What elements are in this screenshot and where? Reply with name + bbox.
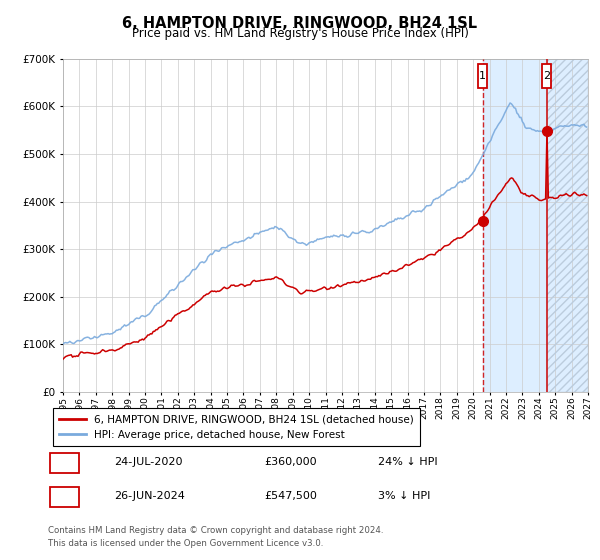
- FancyBboxPatch shape: [50, 487, 79, 507]
- FancyBboxPatch shape: [478, 64, 487, 88]
- Bar: [483, 59, 588, 392]
- Text: 6, HAMPTON DRIVE, RINGWOOD, BH24 1SL: 6, HAMPTON DRIVE, RINGWOOD, BH24 1SL: [122, 16, 478, 31]
- Text: 2: 2: [61, 490, 68, 503]
- FancyBboxPatch shape: [50, 453, 79, 473]
- Bar: [547, 59, 588, 392]
- FancyBboxPatch shape: [542, 64, 551, 88]
- Text: Contains HM Land Registry data © Crown copyright and database right 2024.: Contains HM Land Registry data © Crown c…: [48, 526, 383, 535]
- Text: This data is licensed under the Open Government Licence v3.0.: This data is licensed under the Open Gov…: [48, 539, 323, 548]
- Legend: 6, HAMPTON DRIVE, RINGWOOD, BH24 1SL (detached house), HPI: Average price, detac: 6, HAMPTON DRIVE, RINGWOOD, BH24 1SL (de…: [53, 408, 420, 446]
- Text: £547,500: £547,500: [264, 491, 317, 501]
- Text: 1: 1: [479, 71, 486, 81]
- Text: 26-JUN-2024: 26-JUN-2024: [114, 491, 185, 501]
- Bar: [547, 59, 588, 392]
- Text: 24-JUL-2020: 24-JUL-2020: [114, 457, 182, 467]
- Text: 3% ↓ HPI: 3% ↓ HPI: [378, 491, 430, 501]
- Text: Price paid vs. HM Land Registry's House Price Index (HPI): Price paid vs. HM Land Registry's House …: [131, 27, 469, 40]
- Text: £360,000: £360,000: [264, 457, 317, 467]
- Text: 24% ↓ HPI: 24% ↓ HPI: [378, 457, 437, 467]
- Text: 2: 2: [544, 71, 551, 81]
- Text: 1: 1: [61, 456, 68, 470]
